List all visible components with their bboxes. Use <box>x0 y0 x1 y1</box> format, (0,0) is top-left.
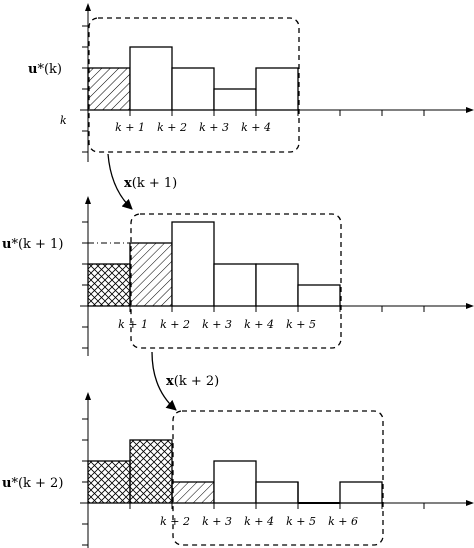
panel-3-horizon-box <box>172 410 384 546</box>
panel-2-bar-past <box>87 263 131 307</box>
panel-3-tick-label: k + 2 <box>160 515 190 528</box>
panel-3-bar-past <box>87 460 131 504</box>
panel-1-axis-label: k <box>60 114 67 127</box>
panel-1-bar-applied <box>87 67 131 111</box>
panel-2-tick-label: k + 5 <box>286 318 316 331</box>
panel-3-bar-past <box>129 439 173 504</box>
panel-3-tick-label: k + 6 <box>328 515 358 528</box>
panel-2-horizon-box <box>130 213 342 349</box>
panel-3-bar <box>339 481 383 504</box>
panel-1-tick-label: k + 4 <box>241 121 271 134</box>
panel-1-tick-label: k + 1 <box>115 121 145 134</box>
panel-1: u*(k) k k + 1 k + 2 k + 3 k + 4 <box>28 3 474 162</box>
transition-label-1: x(k + 1) <box>124 176 177 191</box>
panel-3: u*(k + 2) k + 2 k + 3 k + 4 k + 5 k + 6 <box>2 392 474 548</box>
transition-label-2: x(k + 2) <box>166 374 219 389</box>
transition-arrow-1 <box>107 153 133 210</box>
panel-1-tick-label: k + 2 <box>157 121 187 134</box>
panel-2-tick-label: k + 4 <box>244 318 274 331</box>
panel-1-horizon-box <box>88 17 300 153</box>
panel-2: u*(k + 1) k + 1 k + 2 k + 3 k + 4 k + 5 <box>2 196 474 356</box>
panel-3-bar <box>213 460 257 504</box>
panel-1-ylabel: u*(k) <box>28 62 62 77</box>
panel-2-bar <box>255 263 299 307</box>
panel-2-bar <box>171 221 215 307</box>
panel-2-bar-applied <box>129 242 173 307</box>
panel-1-bar <box>213 88 257 111</box>
panel-3-tick-label: k + 4 <box>244 515 274 528</box>
panel-3-bar-applied <box>171 481 215 504</box>
panel-2-tick-label: k + 3 <box>202 318 232 331</box>
transition-arrow-2 <box>151 351 177 411</box>
panel-2-bar <box>213 263 257 307</box>
panel-2-tick-label: k + 2 <box>160 318 190 331</box>
panel-1-tick-label: k + 3 <box>199 121 229 134</box>
panel-3-bar <box>255 481 299 504</box>
panel-3-ylabel: u*(k + 2) <box>2 476 63 491</box>
panel-1-bar <box>171 67 215 111</box>
panel-2-ylabel: u*(k + 1) <box>2 237 63 252</box>
panel-2-bar <box>297 284 341 307</box>
panel-2-tick-label: k + 1 <box>118 318 148 331</box>
panel-3-tick-label: k + 3 <box>202 515 232 528</box>
panel-3-tick-label: k + 5 <box>286 515 316 528</box>
panel-1-bar <box>129 46 173 111</box>
panel-1-bar <box>255 67 299 111</box>
